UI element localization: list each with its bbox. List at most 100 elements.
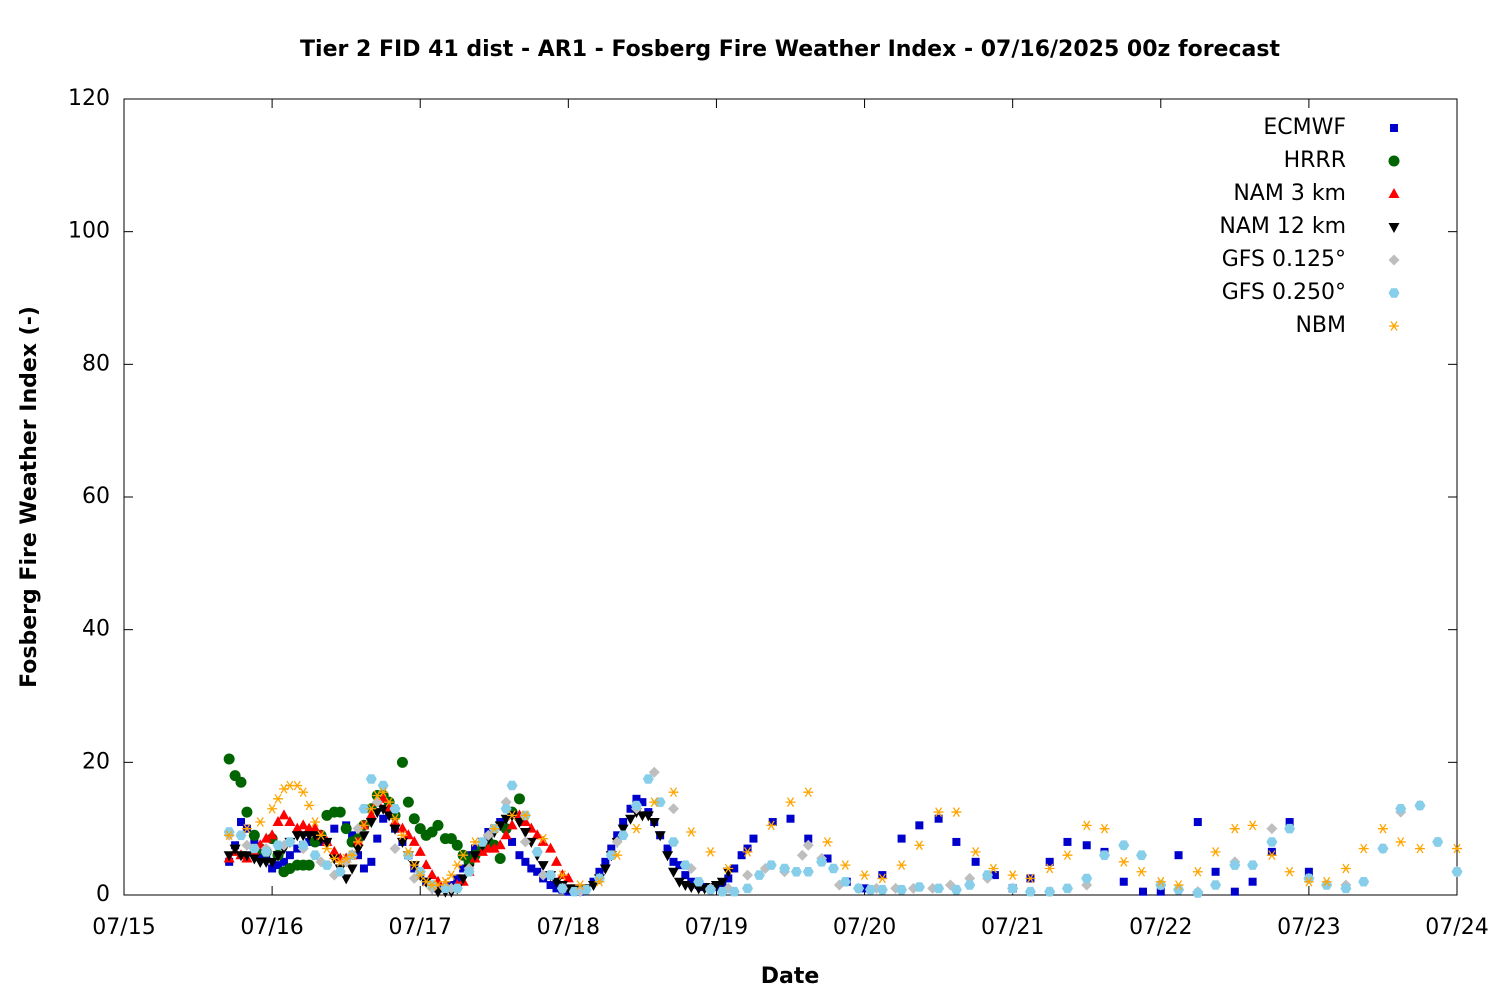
point bbox=[469, 851, 481, 862]
point bbox=[613, 831, 622, 840]
point bbox=[457, 874, 469, 885]
point bbox=[229, 844, 241, 855]
point bbox=[730, 864, 739, 873]
point bbox=[1136, 866, 1147, 877]
legend-label: NBM bbox=[1295, 313, 1346, 338]
point bbox=[1303, 876, 1314, 887]
point bbox=[353, 837, 364, 847]
point bbox=[742, 847, 753, 857]
point bbox=[1044, 863, 1055, 874]
point bbox=[1210, 847, 1221, 857]
point bbox=[1377, 823, 1388, 834]
point bbox=[278, 809, 290, 820]
point bbox=[933, 883, 945, 894]
point bbox=[531, 829, 543, 840]
point bbox=[408, 835, 420, 846]
point bbox=[1156, 887, 1165, 896]
point bbox=[839, 877, 851, 887]
point bbox=[471, 844, 480, 853]
point bbox=[632, 794, 641, 803]
point bbox=[397, 830, 408, 841]
point bbox=[315, 834, 327, 845]
point bbox=[396, 822, 408, 833]
point bbox=[1025, 873, 1036, 884]
point bbox=[531, 847, 543, 857]
point bbox=[1173, 880, 1184, 890]
point bbox=[550, 877, 562, 888]
point bbox=[619, 818, 628, 827]
point bbox=[274, 861, 283, 870]
point bbox=[693, 877, 705, 887]
point bbox=[279, 857, 288, 866]
point bbox=[728, 886, 740, 897]
point bbox=[321, 843, 332, 854]
point bbox=[654, 797, 666, 807]
point bbox=[605, 850, 617, 860]
point bbox=[951, 807, 962, 817]
point bbox=[897, 834, 906, 843]
point bbox=[1173, 884, 1185, 895]
point bbox=[663, 844, 672, 853]
point bbox=[309, 822, 321, 833]
point bbox=[273, 793, 284, 804]
point bbox=[494, 821, 506, 832]
point bbox=[1174, 851, 1183, 860]
point bbox=[626, 804, 635, 813]
point bbox=[1007, 883, 1019, 894]
point bbox=[348, 831, 357, 840]
point bbox=[309, 831, 321, 842]
point bbox=[451, 883, 463, 894]
point bbox=[749, 834, 758, 843]
point bbox=[310, 817, 321, 827]
point bbox=[1414, 843, 1425, 854]
x-tick-label: 07/18 bbox=[537, 915, 600, 940]
legend-marker bbox=[1389, 321, 1399, 331]
point bbox=[552, 884, 561, 893]
point bbox=[545, 842, 557, 853]
point bbox=[1230, 887, 1239, 896]
point bbox=[272, 840, 284, 850]
point bbox=[1081, 873, 1093, 884]
y-tick-label: 20 bbox=[82, 749, 110, 774]
point bbox=[1192, 888, 1204, 898]
point bbox=[1284, 866, 1295, 877]
point bbox=[687, 877, 696, 886]
legend-marker bbox=[1388, 288, 1400, 298]
point bbox=[519, 816, 531, 827]
point bbox=[878, 871, 887, 880]
legend-marker bbox=[1390, 124, 1398, 132]
point bbox=[617, 830, 629, 841]
point bbox=[625, 814, 637, 825]
y-tick-label: 100 bbox=[68, 219, 110, 244]
point bbox=[876, 884, 888, 895]
point bbox=[649, 797, 660, 807]
point bbox=[1284, 823, 1296, 834]
point bbox=[1377, 843, 1389, 854]
point bbox=[1024, 886, 1036, 897]
point bbox=[248, 843, 260, 854]
y-tick-label: 40 bbox=[82, 617, 110, 642]
point bbox=[298, 787, 309, 798]
point bbox=[642, 774, 654, 784]
point bbox=[1395, 837, 1406, 847]
point bbox=[1247, 860, 1259, 870]
point bbox=[550, 855, 562, 866]
point bbox=[389, 816, 401, 827]
x-tick-label: 07/21 bbox=[981, 915, 1044, 940]
point bbox=[379, 814, 388, 823]
point bbox=[1248, 877, 1257, 886]
chart-title: Tier 2 FID 41 dist - AR1 - Fosberg Fire … bbox=[300, 37, 1280, 62]
point bbox=[790, 867, 802, 877]
point bbox=[506, 780, 518, 791]
point bbox=[743, 844, 752, 853]
point bbox=[521, 857, 530, 866]
point bbox=[223, 851, 235, 862]
point bbox=[1099, 850, 1110, 860]
point bbox=[390, 813, 401, 824]
x-tick-label: 07/17 bbox=[389, 915, 452, 940]
point bbox=[520, 810, 531, 821]
point bbox=[1082, 841, 1091, 850]
point bbox=[642, 811, 654, 822]
point bbox=[612, 850, 623, 861]
point bbox=[494, 853, 506, 865]
